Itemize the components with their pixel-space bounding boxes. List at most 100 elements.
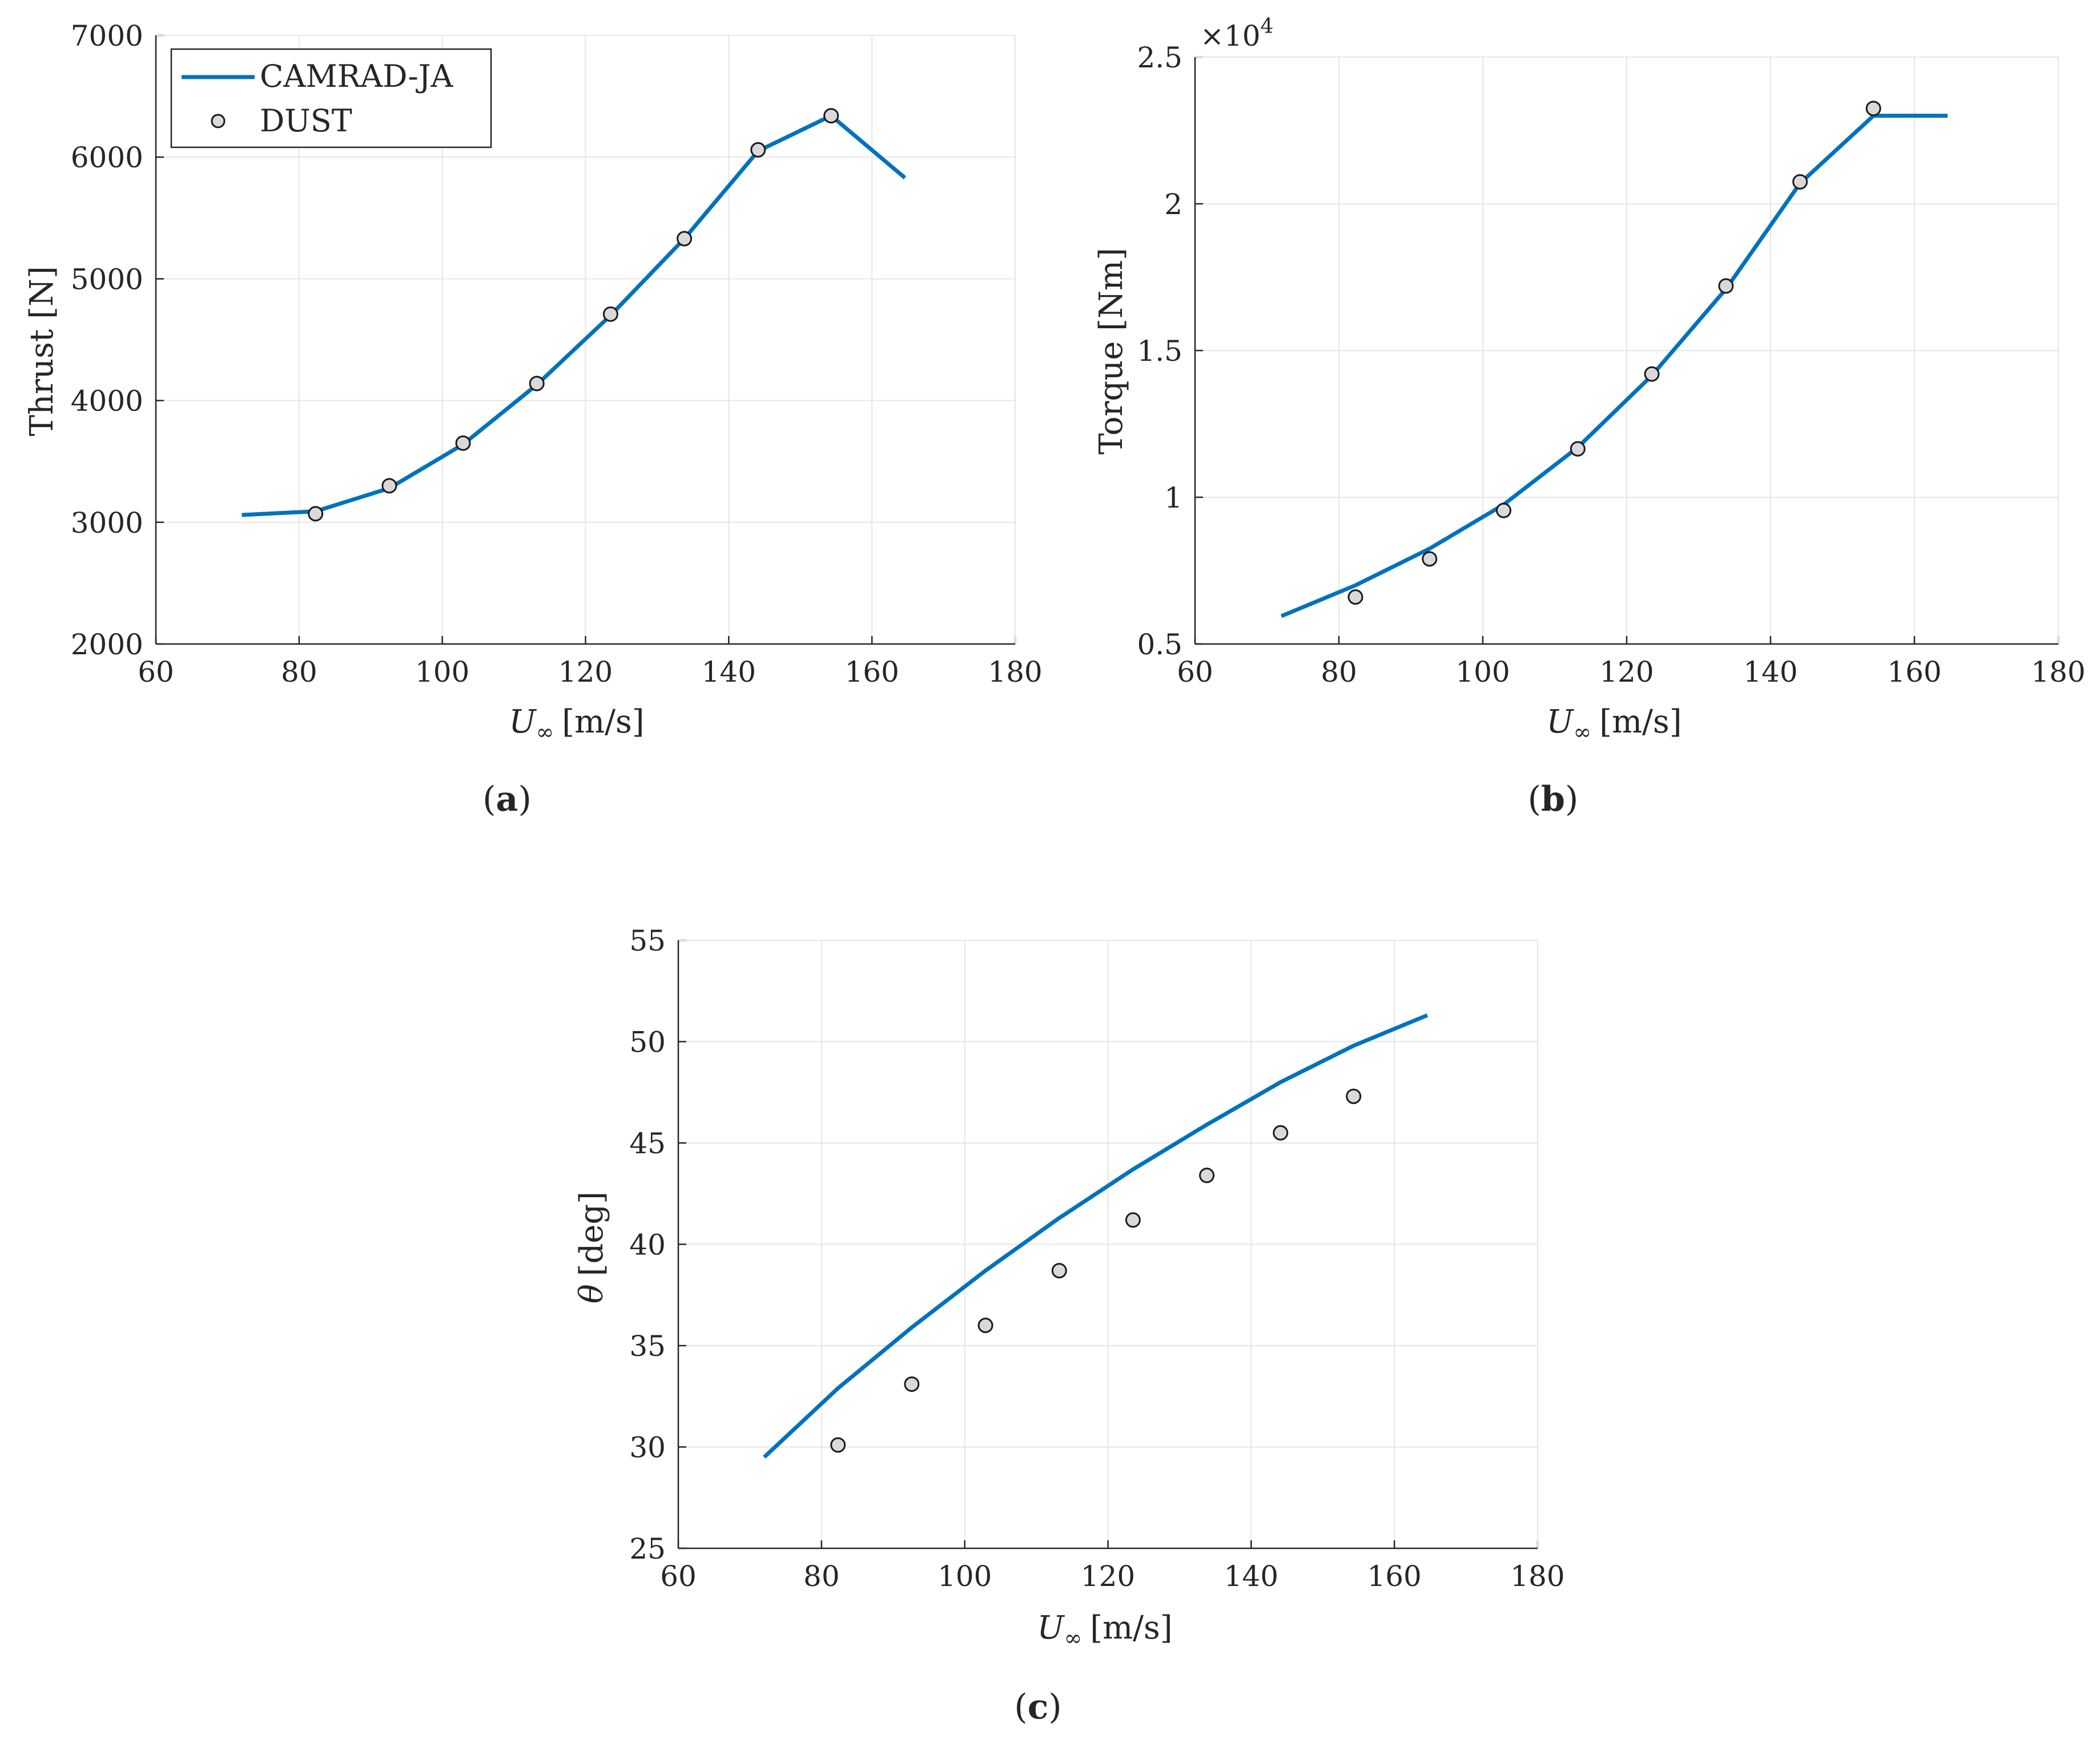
legend-label-dust: DUST	[260, 103, 352, 139]
dust-point	[1346, 1088, 1362, 1104]
x-tick-label: 60	[660, 1560, 697, 1593]
series-dust-a	[308, 108, 839, 522]
dust-point	[823, 108, 839, 124]
legend: CAMRAD-JA DUST	[170, 48, 492, 148]
panel-b-torque: 60 80 100 120 140 160 180 0.5 1 1.5 2 2.5 ×104 U∞[…	[1093, 15, 2086, 819]
x-tick-label: 140	[702, 655, 756, 689]
y-tick-label: 25	[629, 1532, 666, 1565]
x-tick-label: 100	[1455, 655, 1510, 689]
y-tick-label: 55	[629, 924, 666, 957]
y-axis-title-c: θ[deg]	[573, 1191, 610, 1303]
dust-point	[381, 478, 397, 494]
x-tick-label: 60	[1177, 655, 1213, 689]
dust-point	[1644, 366, 1660, 382]
grid-c	[678, 940, 1538, 1549]
y-axis-title-b: Torque [Nm]	[1093, 248, 1130, 454]
panel-a-thrust: 60 80 100 120 140 160 180 2000 3000 4000 5000 6000…	[23, 19, 1043, 819]
camrad-ja-line	[1280, 114, 1948, 618]
x-axis-title-c: U∞ [m/s]	[1037, 1609, 1172, 1651]
y-tick-label: 35	[629, 1330, 666, 1363]
x-tick-label: 100	[938, 1560, 992, 1593]
camrad-ja-line	[242, 114, 907, 517]
x-tick-label: 120	[1081, 1560, 1135, 1593]
x-tick-label: 140	[1224, 1560, 1278, 1593]
y-tick-label: 1.5	[1137, 335, 1182, 368]
axes-c	[677, 939, 1539, 1549]
dust-point	[977, 1318, 993, 1333]
grid-b	[1194, 57, 2059, 645]
axes-a	[155, 34, 1016, 645]
y-ticks-b: 0.5 1 1.5 2 2.5	[1137, 41, 1182, 661]
dust-point	[1570, 441, 1586, 457]
panel-label-b: (b)	[1528, 779, 1579, 819]
dust-point	[1422, 551, 1438, 567]
x-tick-label: 80	[1321, 655, 1357, 689]
dust-point	[1496, 502, 1512, 518]
x-ticks-b: 60 80 100 120 140 160 180	[1177, 655, 2086, 689]
x-tick-label: 60	[138, 655, 174, 689]
y-tick-label: 6000	[71, 141, 143, 174]
x-tick-label: 120	[558, 655, 613, 689]
x-tick-label: 120	[1599, 655, 1654, 689]
y-tick-label: 3000	[71, 506, 143, 540]
y-tick-label: 4000	[71, 385, 143, 418]
legend-marker-swatch	[211, 114, 226, 128]
series-camrad-c	[763, 1013, 1429, 1459]
series-camrad-b	[1280, 114, 1948, 618]
series-camrad-a	[242, 114, 907, 517]
panel-c-pitch: 60 80 100 120 140 160 180 25 30 35 40 45 50 55 U∞ [m/…	[573, 924, 1565, 1727]
legend-label-camrad: CAMRAD-JA	[260, 58, 453, 94]
x-tick-label: 140	[1743, 655, 1797, 689]
y-tick-label: 30	[629, 1431, 666, 1464]
y-tick-label: 2	[1164, 188, 1182, 221]
dust-point	[1051, 1263, 1067, 1279]
x-tick-label: 160	[1887, 655, 1941, 689]
y-tick-label: 2000	[71, 628, 143, 661]
y-ticks-c: 25 30 35 40 45 50 55	[629, 924, 666, 1565]
y-tick-label: 1	[1164, 481, 1182, 514]
y-tick-label: 5000	[71, 263, 143, 296]
series-dust-c	[830, 1088, 1362, 1453]
y-tick-label: 45	[629, 1127, 666, 1160]
x-tick-label: 160	[844, 655, 899, 689]
x-tick-label: 180	[2031, 655, 2085, 689]
x-axis-title-a: U∞ [m/s]	[509, 703, 644, 744]
x-tick-label: 80	[281, 655, 317, 689]
panel-label-a: (a)	[482, 779, 532, 819]
panel-label-c: (c)	[1014, 1687, 1061, 1727]
dust-point	[904, 1376, 920, 1392]
dust-point	[830, 1437, 846, 1453]
camrad-ja-line	[763, 1013, 1429, 1459]
legend-box	[170, 48, 492, 148]
dust-point	[1718, 278, 1734, 294]
dust-point	[1199, 1168, 1215, 1184]
y-axis-exponent-b: ×104	[1200, 15, 1273, 53]
x-tick-label: 100	[415, 655, 469, 689]
y-ticks-a: 2000 3000 4000 5000 6000 7000	[71, 19, 143, 661]
x-ticks-c: 60 80 100 120 140 160 180	[660, 1560, 1565, 1593]
dust-point	[1792, 174, 1808, 190]
x-ticks-a: 60 80 100 120 140 160 180	[138, 655, 1043, 689]
x-tick-label: 160	[1367, 1560, 1421, 1593]
dust-point	[529, 376, 545, 392]
x-tick-label: 80	[803, 1560, 840, 1593]
dust-point	[1865, 100, 1881, 116]
y-axis-title-a: Thrust [N]	[23, 266, 61, 436]
x-tick-label: 180	[1510, 1560, 1564, 1593]
dust-point	[1347, 589, 1363, 605]
dust-point	[308, 506, 324, 522]
dust-point	[455, 435, 471, 451]
dust-point	[1125, 1212, 1141, 1228]
axes-b	[1194, 56, 2059, 645]
series-dust-b	[1347, 100, 1881, 605]
dust-point	[602, 306, 618, 322]
x-axis-title-b: U∞ [m/s]	[1546, 703, 1681, 744]
y-tick-label: 0.5	[1137, 628, 1182, 661]
dust-point	[677, 231, 693, 247]
x-tick-label: 180	[988, 655, 1042, 689]
y-tick-label: 50	[629, 1026, 666, 1059]
dust-point	[750, 142, 766, 158]
y-tick-label: 2.5	[1137, 41, 1182, 74]
y-tick-label: 40	[629, 1229, 666, 1262]
